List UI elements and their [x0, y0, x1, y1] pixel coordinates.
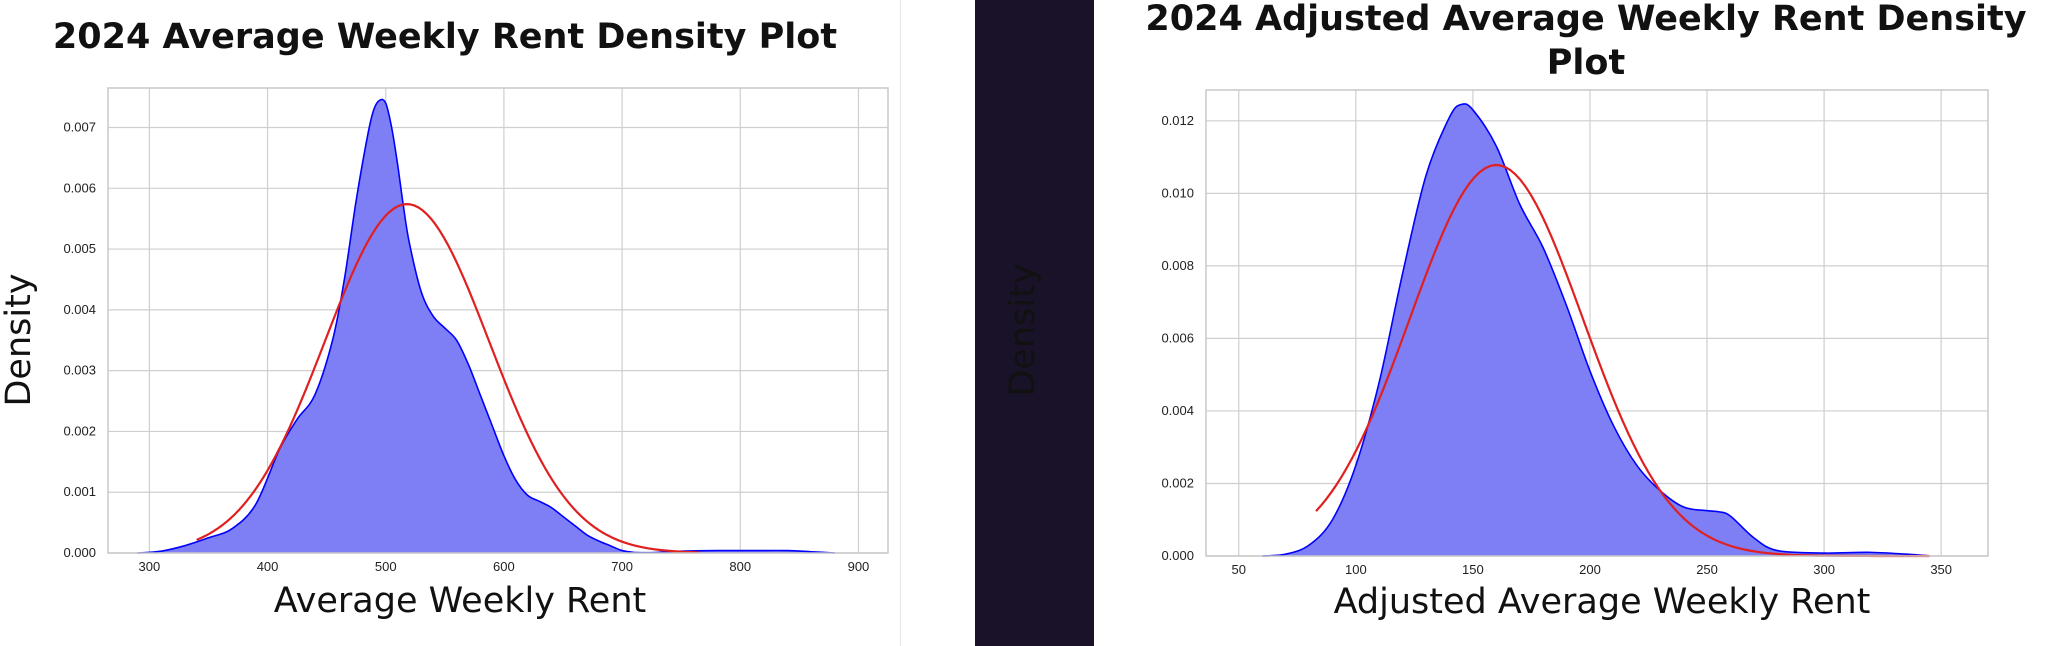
x-tick-label: 500 [375, 559, 397, 574]
chart-title: 2024 Average Weekly Rent Density Plot [53, 17, 837, 57]
chart-title-line-1: 2024 Adjusted Average Weekly Rent Densit… [1145, 0, 2026, 39]
y-tick-label: 0.004 [1161, 403, 1194, 418]
kde-density-line [1262, 103, 1930, 557]
y-tick-label: 0.007 [63, 120, 96, 135]
kde-density-area [137, 99, 835, 553]
x-tick-label: 250 [1696, 562, 1718, 577]
x-tick-label: 400 [257, 559, 279, 574]
x-tick-label: 50 [1232, 562, 1246, 577]
y-tick-label: 0.005 [63, 241, 96, 256]
x-tick-label: 150 [1462, 562, 1484, 577]
y-tick-label: 0.000 [1161, 548, 1194, 563]
x-axis-label: Adjusted Average Weekly Rent [1334, 582, 1871, 622]
y-tick-label: 0.004 [63, 302, 96, 317]
y-tick-label: 0.000 [63, 545, 96, 560]
x-tick-label: 100 [1345, 562, 1367, 577]
x-tick-label: 200 [1579, 562, 1601, 577]
panel-divider [900, 0, 901, 646]
normal-fit-curve [196, 203, 699, 554]
right-chart-panel: 2024 Adjusted Average Weekly Rent Densit… [1003, 0, 2054, 646]
y-tick-label: 0.010 [1161, 185, 1194, 200]
y-tick-label: 0.006 [1161, 330, 1194, 345]
density-chart-adjusted-average-weekly-rent: 2024 Adjusted Average Weekly Rent Densit… [1003, 0, 2027, 622]
y-tick-label: 0.006 [63, 180, 96, 195]
x-tick-label: 300 [1813, 562, 1835, 577]
y-tick-label: 0.012 [1161, 113, 1194, 128]
y-tick-label: 0.002 [63, 423, 96, 438]
plot-frame [107, 87, 889, 554]
plot-frame [1205, 89, 1989, 557]
kde-density-area [1262, 103, 1930, 556]
x-tick-label: 800 [729, 559, 751, 574]
left-chart-panel: 2024 Average Weekly Rent Density Plot 30… [0, 0, 900, 646]
chart-title-line-2: Plot [1547, 43, 1625, 83]
y-tick-label: 0.002 [1161, 475, 1194, 490]
x-tick-label: 900 [848, 559, 870, 574]
y-tick-label: 0.001 [63, 484, 96, 499]
x-tick-label: 600 [493, 559, 515, 574]
x-axis-label: Average Weekly Rent [274, 581, 647, 621]
x-tick-label: 700 [611, 559, 633, 574]
y-axis-label: Density [1003, 263, 1043, 396]
x-tick-label: 300 [139, 559, 161, 574]
density-chart-average-weekly-rent: 2024 Average Weekly Rent Density Plot 30… [0, 17, 889, 621]
dark-separator-band [975, 0, 1094, 646]
y-tick-label: 0.008 [1161, 258, 1194, 273]
y-axis-label: Density [0, 273, 39, 406]
y-tick-label: 0.003 [63, 363, 96, 378]
x-tick-label: 350 [1930, 562, 1952, 577]
